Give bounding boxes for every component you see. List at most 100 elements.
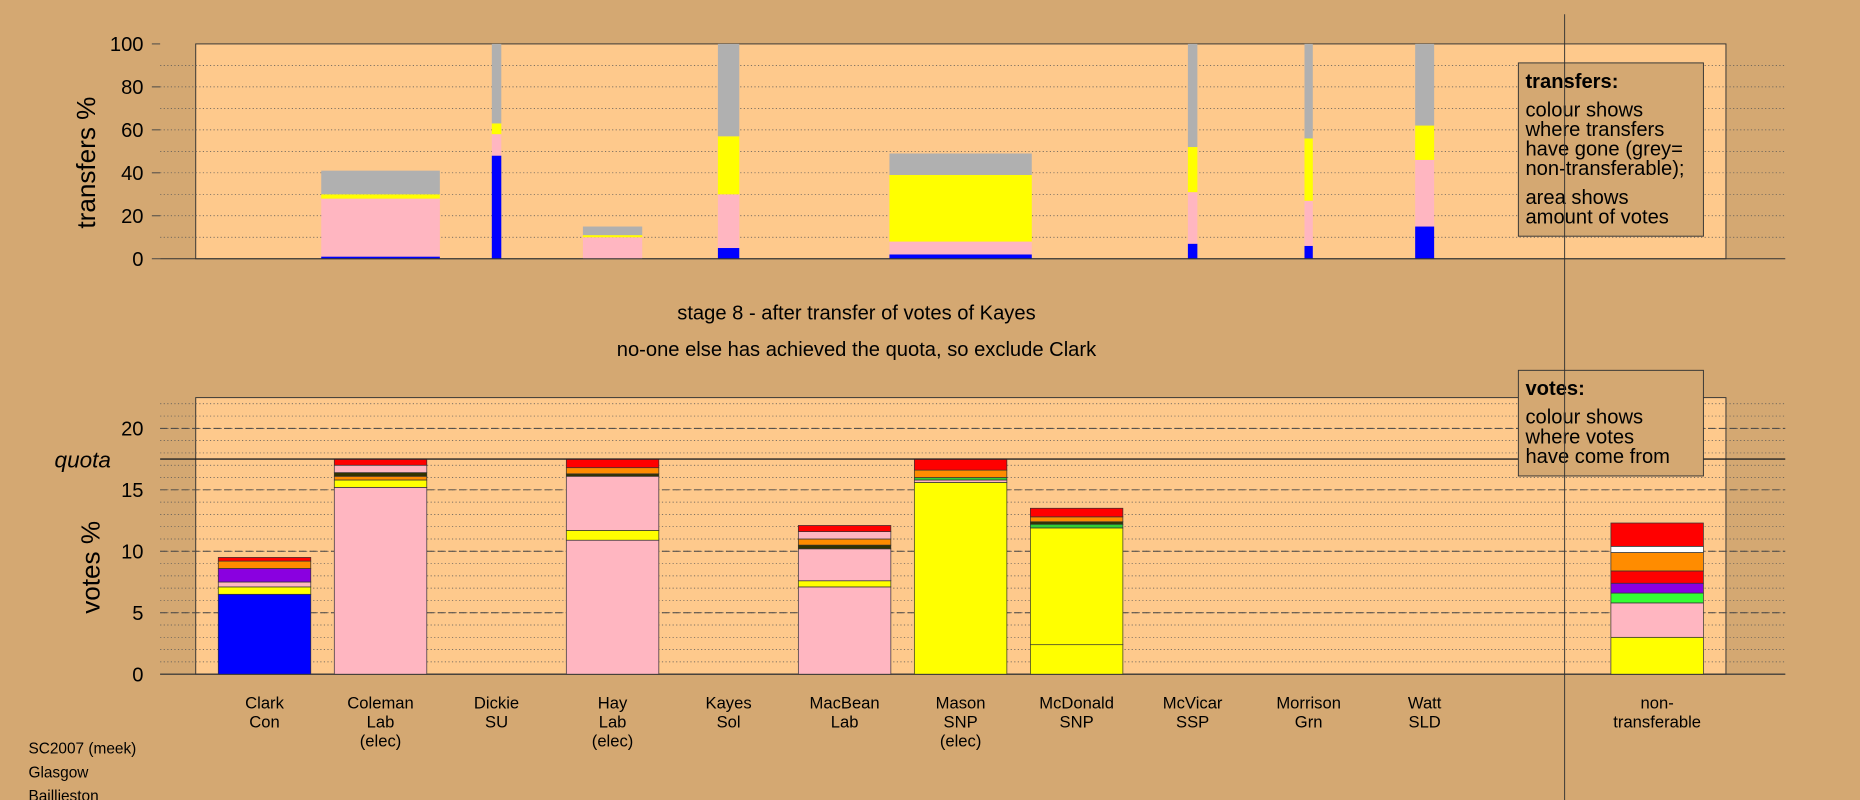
bar-segment: [1304, 200, 1313, 246]
y-tick-label: 0: [132, 249, 143, 271]
y-tick-label: 0: [132, 664, 143, 686]
x-tick-label: Clark: [245, 694, 284, 713]
bar-segment: [1610, 522, 1704, 547]
bar-segment: [1029, 644, 1124, 675]
bar-segment: [582, 226, 643, 236]
bar-segment: [565, 467, 660, 475]
legend-text: colour shows: [1525, 407, 1643, 429]
bar-segment: [217, 593, 312, 675]
legend-text: non-transferable);: [1525, 158, 1684, 180]
bar-segment: [1610, 552, 1704, 572]
y-tick-label: 100: [110, 34, 144, 56]
bar-segment: [1304, 43, 1313, 139]
bar-segment: [717, 136, 740, 195]
bar-segment: [1610, 636, 1704, 675]
bar-segment: [797, 525, 892, 532]
legend-text: where votes: [1524, 426, 1634, 448]
x-tick-label: (elec): [940, 732, 982, 751]
footer-text: Glasgow: [28, 764, 89, 781]
footer-text: SC2007 (meek): [28, 741, 136, 758]
bar-segment: [491, 134, 502, 156]
quota-label: quota: [55, 447, 111, 472]
bar-segment: [1029, 521, 1124, 525]
bar-segment: [1187, 43, 1198, 148]
legend-title: transfers:: [1525, 71, 1618, 93]
bar-segment: [582, 235, 643, 238]
bar-segment: [913, 479, 1008, 483]
bar-segment: [491, 123, 502, 135]
x-tick-label: Coleman: [347, 694, 413, 713]
x-tick-label: Lab: [599, 713, 627, 732]
bar-segment: [217, 581, 312, 588]
bar-segment: [913, 482, 1008, 675]
bar-segment: [321, 170, 440, 195]
y-tick-label: 60: [121, 120, 143, 142]
x-tick-label: (elec): [360, 732, 402, 751]
legend-text: have come from: [1525, 446, 1669, 468]
bar-segment: [797, 586, 892, 675]
x-tick-label: SLD: [1409, 713, 1441, 732]
bar-segment: [333, 472, 428, 477]
bar-segment: [565, 473, 660, 477]
bar-segment: [1415, 125, 1435, 160]
bar-segment: [889, 174, 1032, 242]
bar-segment: [333, 475, 428, 481]
y-tick-label: 40: [121, 163, 143, 185]
bar-segment: [565, 458, 660, 469]
layer: 02040608010005101520ClarkConColemanLab(e…: [55, 34, 1786, 751]
bar-segment: [1610, 545, 1704, 553]
bar-segment: [321, 194, 440, 199]
x-tick-label: SNP: [944, 713, 978, 732]
y-axis-title: transfers %: [71, 97, 101, 229]
legend-title: votes:: [1525, 378, 1584, 400]
bar-segment: [217, 560, 312, 569]
bar-segment: [217, 568, 312, 583]
x-tick-label: Hay: [598, 694, 628, 713]
y-tick-label: 15: [121, 480, 143, 502]
bar-segment: [321, 198, 440, 257]
x-tick-label: Lab: [367, 713, 395, 732]
bar-segment: [1415, 43, 1435, 126]
x-tick-label: Watt: [1408, 694, 1442, 713]
bar-segment: [1187, 147, 1198, 193]
bar-segment: [1187, 243, 1198, 259]
y-axis-title: votes %: [76, 521, 106, 614]
bar-segment: [797, 544, 892, 550]
bar-segment: [889, 153, 1032, 175]
bar-segment: [889, 241, 1032, 255]
x-tick-label: Mason: [936, 694, 986, 713]
bar-segment: [1415, 159, 1435, 227]
bar-segment: [1029, 527, 1124, 646]
bar-segment: [717, 194, 740, 249]
legend-text: where transfers: [1524, 119, 1664, 141]
subtitle: stage 8 - after transfer of votes of Kay…: [677, 302, 1035, 324]
bar-segment: [913, 458, 1008, 471]
bar-segment: [1029, 523, 1124, 529]
y-tick-label: 10: [121, 541, 143, 563]
x-tick-label: Kayes: [706, 694, 752, 713]
bar-segment: [333, 458, 428, 466]
bar-segment: [217, 557, 312, 562]
x-tick-label: transferable: [1613, 713, 1701, 732]
bar-segment: [1415, 226, 1435, 259]
bar-segment: [913, 469, 1008, 478]
bar-segment: [717, 248, 740, 259]
y-tick-label: 20: [121, 418, 143, 440]
legend-box: [1517, 369, 1704, 477]
title: no-one else has achieved the quota, so e…: [617, 339, 1097, 361]
bar-segment: [491, 155, 502, 259]
bar-segment: [1610, 592, 1704, 604]
bar-segment: [582, 237, 643, 259]
bar-segment: [1029, 507, 1124, 518]
bar-segment: [333, 464, 428, 473]
bar-segment: [797, 531, 892, 540]
bar-segment: [565, 475, 660, 531]
x-tick-label: McDonald: [1039, 694, 1114, 713]
bar-segment: [1304, 138, 1313, 201]
x-tick-label: McVicar: [1163, 694, 1223, 713]
footer-text: Baillieston: [28, 788, 98, 800]
bar-segment: [1304, 245, 1313, 259]
x-tick-label: SSP: [1176, 713, 1209, 732]
y-tick-label: 20: [121, 206, 143, 228]
